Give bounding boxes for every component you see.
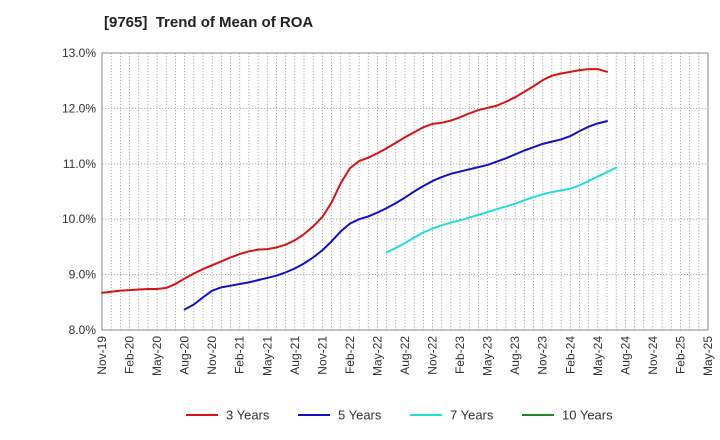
- y-tick-label: 11.0%: [63, 157, 96, 171]
- x-tick-label: Nov-24: [646, 336, 660, 375]
- x-tick-label: Nov-19: [95, 336, 109, 375]
- x-tick-label: Nov-23: [536, 336, 550, 375]
- y-tick-label: 13.0%: [62, 46, 96, 60]
- gridlines: [101, 52, 709, 331]
- x-tick-label: Feb-23: [453, 336, 467, 374]
- y-tick-label: 10.0%: [62, 212, 96, 226]
- axes: 8.0% 9.0% 10.0% 11.0% 12.0% 13.0% Nov-19 Feb-20…: [62, 46, 715, 376]
- x-tick-label: May-24: [591, 336, 605, 376]
- x-tick-label: May-23: [481, 336, 495, 376]
- x-tick-label: Feb-21: [233, 336, 247, 374]
- legend: 3 Years 5 Years 7 Years 10 Years: [186, 408, 613, 423]
- series-line: [183, 120, 608, 311]
- y-tick-label: 9.0%: [69, 268, 97, 282]
- x-tick-label: May-20: [150, 336, 164, 376]
- legend-label: 5 Years: [338, 408, 382, 423]
- x-tick-label: Aug-20: [178, 336, 192, 375]
- legend-label: 3 Years: [226, 408, 270, 423]
- x-tick-label: Nov-20: [205, 336, 219, 375]
- x-tick-label: May-25: [701, 336, 715, 376]
- series-lines: [101, 68, 618, 311]
- legend-label: 10 Years: [562, 408, 613, 423]
- y-tick-label: 8.0%: [69, 323, 97, 337]
- plot-border: [101, 52, 709, 331]
- series-line: [101, 68, 608, 294]
- x-tick-label: May-21: [260, 336, 274, 376]
- x-tick-label: Aug-24: [618, 336, 632, 375]
- x-tick-label: Feb-25: [673, 336, 687, 374]
- y-tick-label: 12.0%: [62, 101, 96, 115]
- series-line: [385, 166, 618, 254]
- chart-title: [9765] Trend of Mean of ROA: [104, 14, 314, 31]
- x-tick-label: Aug-21: [288, 336, 302, 375]
- x-tick-label: Feb-22: [343, 336, 357, 374]
- legend-label: 7 Years: [450, 408, 494, 423]
- x-tick-label: Aug-23: [508, 336, 522, 375]
- x-tick-label: May-22: [370, 336, 384, 376]
- x-tick-label: Nov-21: [315, 336, 329, 375]
- x-tick-label: Feb-20: [123, 336, 137, 374]
- x-tick-label: Feb-24: [563, 336, 577, 374]
- x-tick-label: Nov-22: [426, 336, 440, 375]
- x-tick-label: Aug-22: [398, 336, 412, 375]
